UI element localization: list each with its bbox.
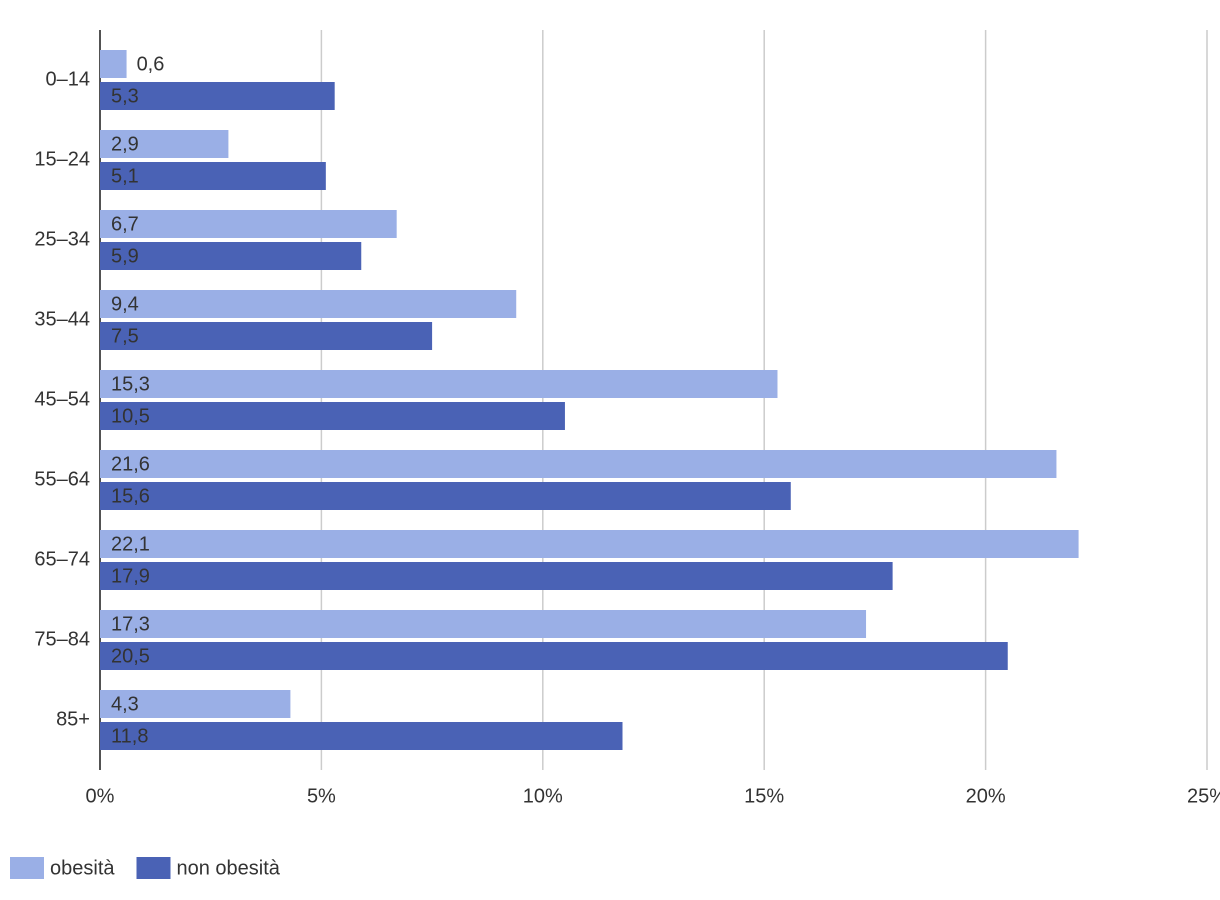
y-tick-label: 65–74 <box>34 548 90 570</box>
y-tick-label: 45–54 <box>34 388 90 410</box>
x-tick-label: 25% <box>1187 785 1220 807</box>
value-label: 0,6 <box>137 53 165 75</box>
bar <box>100 50 127 78</box>
bar <box>100 722 623 750</box>
value-label: 20,5 <box>111 645 150 667</box>
bar <box>100 130 229 158</box>
x-tick-label: 20% <box>966 785 1006 807</box>
x-tick-label: 10% <box>523 785 563 807</box>
legend-label: obesità <box>50 857 115 879</box>
legend-swatch <box>136 857 171 879</box>
legend-swatch <box>10 857 44 879</box>
y-tick-label: 25–34 <box>34 228 90 250</box>
bar <box>100 642 1008 670</box>
y-tick-label: 35–44 <box>34 308 90 330</box>
y-tick-label: 0–14 <box>46 68 91 90</box>
value-label: 5,9 <box>111 245 139 267</box>
bar <box>100 562 893 590</box>
value-label: 5,3 <box>111 85 139 107</box>
bar <box>100 322 433 350</box>
value-label: 10,5 <box>111 405 150 427</box>
bar <box>100 210 397 238</box>
y-tick-label: 75–84 <box>34 628 90 650</box>
bar <box>100 370 778 398</box>
bar <box>100 242 362 270</box>
value-label: 4,3 <box>111 693 139 715</box>
value-label: 5,1 <box>111 165 139 187</box>
bar <box>100 610 867 638</box>
value-label: 6,7 <box>111 213 139 235</box>
x-tick-label: 15% <box>744 785 784 807</box>
bar <box>100 82 335 110</box>
value-label: 2,9 <box>111 133 139 155</box>
value-label: 9,4 <box>111 293 139 315</box>
bar <box>100 402 565 430</box>
value-label: 11,8 <box>111 725 148 747</box>
value-label: 7,5 <box>111 325 139 347</box>
bar <box>100 450 1057 478</box>
bar <box>100 162 326 190</box>
value-label: 17,9 <box>111 565 150 587</box>
y-tick-label: 55–64 <box>34 468 90 490</box>
bar <box>100 482 791 510</box>
value-label: 15,3 <box>111 373 150 395</box>
x-tick-label: 5% <box>307 785 336 807</box>
value-label: 22,1 <box>111 533 150 555</box>
bar <box>100 530 1079 558</box>
value-label: 21,6 <box>111 453 150 475</box>
value-label: 15,6 <box>111 485 150 507</box>
y-tick-label: 15–24 <box>34 148 90 170</box>
y-tick-label: 85+ <box>56 708 90 730</box>
x-tick-label: 0% <box>86 785 115 807</box>
bar <box>100 290 517 318</box>
legend-label: non obesità <box>177 857 281 879</box>
value-label: 17,3 <box>111 613 150 635</box>
bar <box>100 690 291 718</box>
